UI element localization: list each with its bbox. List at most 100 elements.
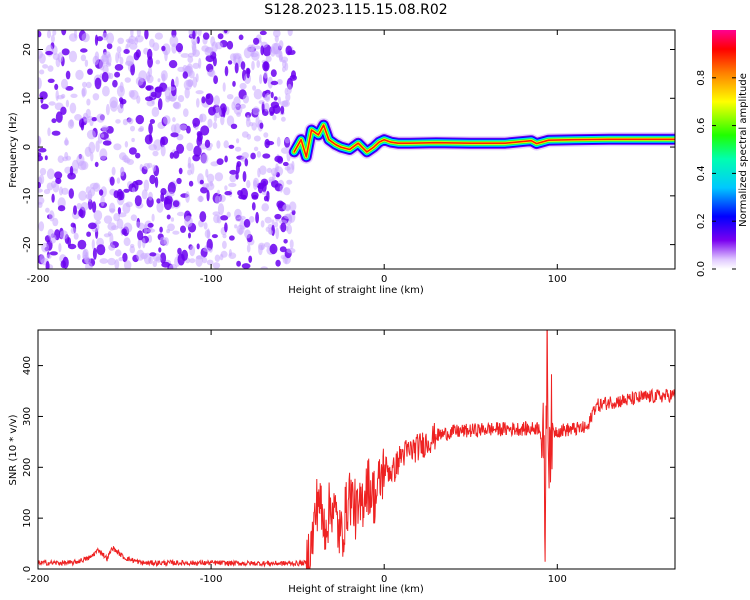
noise-blob <box>117 51 121 59</box>
noise-blob <box>81 32 90 43</box>
noise-blob <box>123 188 130 193</box>
noise-blob <box>96 244 106 256</box>
noise-blob <box>253 37 260 45</box>
noise-blob <box>137 238 142 249</box>
noise-blob <box>94 77 102 90</box>
noise-blob <box>260 220 265 228</box>
noise-blob <box>243 218 251 228</box>
noise-blob <box>220 250 228 258</box>
noise-blob <box>103 233 111 238</box>
noise-blob <box>192 49 200 57</box>
noise-blob <box>78 190 87 201</box>
noise-blob <box>285 92 291 102</box>
noise-blob <box>40 95 44 104</box>
noise-blob <box>73 232 79 240</box>
noise-blob <box>92 247 97 260</box>
noise-blob <box>216 158 224 166</box>
noise-blob <box>253 180 258 190</box>
snr-frame <box>37 329 676 570</box>
noise-blob <box>224 185 228 191</box>
noise-blob <box>206 189 210 202</box>
noise-blob <box>259 74 263 85</box>
noise-blob <box>92 201 97 213</box>
noise-blob <box>38 188 43 193</box>
noise-blob <box>45 260 50 269</box>
noise-blob <box>177 66 186 73</box>
noise-blob <box>233 104 243 115</box>
noise-blob <box>56 95 65 100</box>
noise-blob <box>189 245 196 257</box>
noise-blob <box>77 239 87 250</box>
noise-blob <box>177 95 185 103</box>
noise-blob <box>246 47 251 52</box>
noise-blob <box>134 195 142 207</box>
noise-blob <box>160 136 165 148</box>
noise-blob <box>160 188 167 196</box>
noise-blob <box>48 101 56 106</box>
noise-blob <box>80 121 85 131</box>
noise-blob <box>279 219 288 224</box>
spectrogram-x-tick-label: -100 <box>200 274 223 285</box>
noise-blob <box>161 261 171 268</box>
noise-blob <box>286 179 293 185</box>
noise-blob <box>70 222 76 228</box>
noise-blob <box>82 249 88 261</box>
noise-blob <box>136 249 145 261</box>
noise-blob <box>217 33 224 40</box>
noise-blob <box>239 82 247 90</box>
noise-blob <box>119 97 124 103</box>
noise-blob <box>61 187 69 195</box>
noise-blob <box>113 143 122 151</box>
noise-blob <box>289 201 297 212</box>
noise-blob <box>105 103 110 116</box>
noise-blob <box>270 91 274 99</box>
noise-blob <box>180 53 190 58</box>
noise-blob <box>49 233 57 244</box>
noise-blob <box>217 189 220 195</box>
noise-blob <box>61 30 67 36</box>
noise-blob <box>123 237 131 247</box>
noise-blob <box>104 51 111 59</box>
noise-blob <box>69 102 77 114</box>
noise-blob <box>172 230 180 235</box>
noise-blob <box>74 114 82 121</box>
colorbar-tick-label: 0.2 <box>696 213 707 229</box>
noise-blob <box>228 249 232 257</box>
noise-blob <box>282 204 292 211</box>
noise-blob <box>226 40 234 50</box>
noise-blob <box>117 103 124 114</box>
spectrogram-y-tick-label: 10 <box>22 92 33 105</box>
noise-blob <box>172 102 180 109</box>
noise-blob <box>149 174 156 185</box>
noise-blob <box>114 249 122 257</box>
noise-blob <box>148 144 157 151</box>
noise-blob <box>135 114 144 125</box>
colorbar-tick-label: 0.4 <box>696 165 707 181</box>
noise-blob <box>213 75 219 85</box>
noise-blob <box>245 112 252 118</box>
noise-blob <box>258 100 265 105</box>
noise-blob <box>192 117 201 127</box>
noise-blob <box>57 52 64 63</box>
noise-blob <box>278 96 281 105</box>
noise-blob <box>196 243 200 250</box>
noise-blob <box>77 160 87 171</box>
noise-blob <box>252 85 257 91</box>
noise-blob <box>220 115 225 126</box>
noise-blob <box>190 163 195 175</box>
noise-blob <box>77 253 81 261</box>
noise-blob <box>68 33 78 42</box>
noise-blob <box>217 203 225 216</box>
noise-blob <box>204 47 213 57</box>
noise-blob <box>167 223 175 232</box>
noise-blob <box>116 85 125 98</box>
noise-blob <box>257 167 261 178</box>
noise-blob <box>143 179 150 192</box>
noise-blob <box>38 30 42 38</box>
noise-blob <box>199 211 207 223</box>
noise-blob <box>73 205 77 216</box>
noise-blob <box>51 130 61 136</box>
noise-blob <box>275 227 280 240</box>
noise-blob <box>246 244 251 253</box>
colorbar-tick-label: 0.0 <box>696 261 707 277</box>
